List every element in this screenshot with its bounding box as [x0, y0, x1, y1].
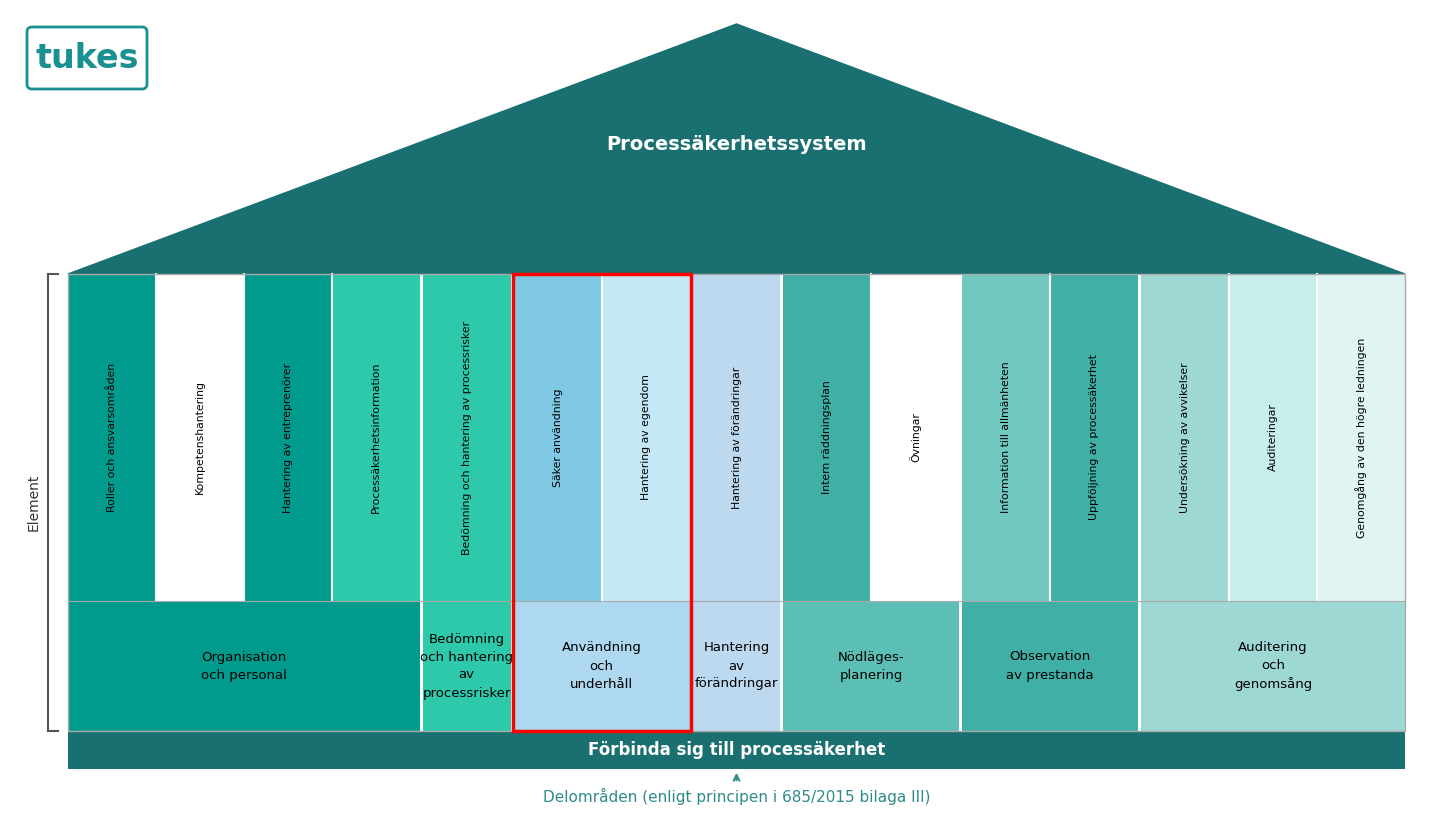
Bar	[783, 601, 960, 731]
Bar	[1141, 274, 1230, 601]
Bar	[783, 274, 871, 601]
Text: Förbinda sig till processäkerhet: Förbinda sig till processäkerhet	[587, 741, 884, 759]
Text: tukes: tukes	[35, 42, 139, 75]
FancyBboxPatch shape	[28, 27, 146, 89]
Bar	[423, 601, 510, 731]
Text: Bedömning
och hantering
av
processrisker: Bedömning och hantering av processrisker	[420, 632, 513, 699]
Bar	[157, 274, 244, 601]
Polygon shape	[68, 24, 1405, 274]
Bar	[68, 601, 419, 731]
Text: Observation
av prestanda: Observation av prestanda	[1006, 650, 1095, 681]
Text: Övningar: Övningar	[909, 413, 921, 462]
Bar	[513, 274, 602, 601]
Text: Roller och ansvarsområden: Roller och ansvarsområden	[107, 363, 117, 512]
Text: Auditeringar: Auditeringar	[1269, 404, 1277, 471]
Text: Delområden (enligt principen i 685/2015 bilaga III): Delområden (enligt principen i 685/2015 …	[542, 787, 931, 804]
Text: Hantering av entreprenörer: Hantering av entreprenörer	[283, 362, 293, 513]
Bar	[513, 274, 690, 731]
Bar	[963, 274, 1050, 601]
Text: Användning
och
underhåll: Användning och underhåll	[561, 641, 641, 690]
Text: Auditering
och
genomsång: Auditering och genomsång	[1234, 641, 1312, 691]
Text: Hantering av egendom: Hantering av egendom	[641, 374, 651, 501]
Bar	[602, 274, 690, 601]
Text: Element: Element	[28, 474, 41, 532]
Text: Information till allmänheten: Information till allmänheten	[1002, 361, 1011, 514]
Text: Säker användning: Säker användning	[552, 388, 563, 487]
Bar	[423, 274, 510, 601]
Text: Processäkerhetsinformation: Processäkerhetsinformation	[371, 361, 381, 513]
Bar	[68, 274, 157, 601]
Text: Bedömning och hantering av processrisker: Bedömning och hantering av processrisker	[461, 321, 471, 554]
Text: Uppföljning av processäkerhet: Uppföljning av processäkerhet	[1089, 355, 1099, 520]
Text: Hantering av förändringar: Hantering av förändringar	[731, 366, 741, 509]
Bar	[963, 601, 1138, 731]
Bar	[244, 274, 332, 601]
Text: Intern räddningsplan: Intern räddningsplan	[822, 381, 832, 494]
Text: Organisation
och personal: Organisation och personal	[202, 650, 287, 681]
Text: Undersökning av avvikelser: Undersökning av avvikelser	[1180, 362, 1190, 513]
Text: Processäkerhetssystem: Processäkerhetssystem	[606, 134, 867, 154]
Bar	[332, 274, 419, 601]
Text: Kompetenshantering: Kompetenshantering	[194, 380, 204, 494]
Bar	[68, 274, 1405, 731]
Bar	[871, 274, 960, 601]
Bar	[693, 274, 780, 601]
Bar	[693, 601, 780, 731]
Text: Nödläges-
planering: Nödläges- planering	[838, 650, 905, 681]
Bar	[513, 601, 690, 731]
Bar	[1317, 274, 1405, 601]
Bar	[68, 731, 1405, 769]
Bar	[1050, 274, 1138, 601]
Text: Genomgång av den högre ledningen: Genomgång av den högre ledningen	[1356, 337, 1367, 537]
Text: Hantering
av
förändringar: Hantering av förändringar	[695, 641, 779, 690]
Bar	[1141, 601, 1405, 731]
Bar	[1230, 274, 1317, 601]
